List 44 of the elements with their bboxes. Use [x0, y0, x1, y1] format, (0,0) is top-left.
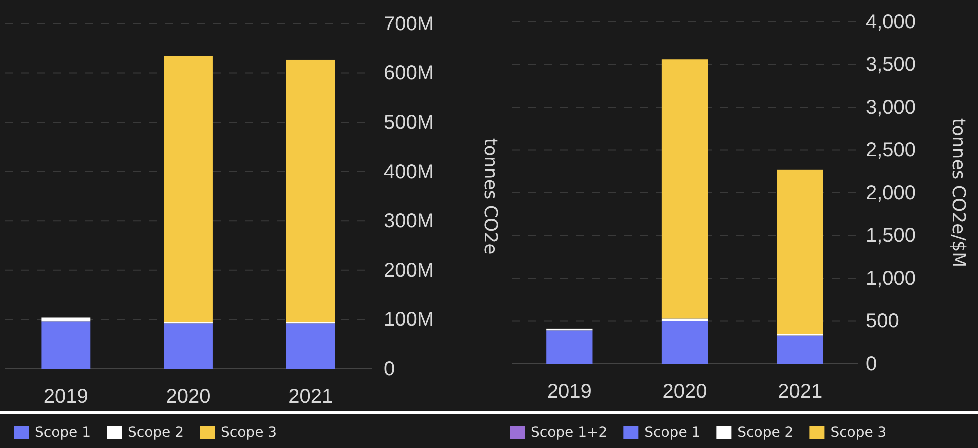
bar: [662, 321, 708, 364]
bar: [777, 336, 824, 364]
bar: [42, 322, 91, 369]
y-tick-label: 2,500: [866, 140, 916, 162]
y-tick-label: 700M: [384, 13, 434, 36]
bar: [546, 330, 593, 364]
y-tick-label: 1,000: [866, 268, 916, 290]
y-tick-label: 2,000: [866, 182, 916, 204]
y-tick-label: 200M: [384, 260, 434, 282]
legend-label: Scope 1+2: [531, 425, 608, 441]
bar: [286, 60, 336, 322]
x-tick-label: 2019: [44, 386, 88, 408]
y-axis-title: tonnes CO2e: [480, 138, 502, 255]
x-tick-label: 2020: [166, 386, 211, 408]
legend-label: Scope 2: [738, 425, 794, 441]
y-tick-label: 100M: [384, 309, 434, 332]
bar: [777, 170, 824, 334]
y-tick-label: 4,000: [866, 11, 916, 34]
x-tick-label: 2020: [662, 381, 708, 404]
y-tick-label: 500: [866, 310, 900, 333]
y-tick-label: 300M: [384, 210, 434, 233]
y-tick-label: 500M: [384, 112, 434, 134]
legend-label: Scope 1: [644, 425, 701, 441]
y-tick-label: 0: [866, 353, 878, 376]
bar: [164, 56, 213, 322]
y-axis-title: tonnes CO2e/$M: [948, 118, 970, 268]
legend-label: Scope 2: [128, 425, 184, 441]
y-tick-label: 600M: [384, 62, 434, 85]
bar: [42, 318, 91, 322]
x-tick-label: 2021: [288, 386, 334, 408]
bar: [164, 324, 213, 369]
x-tick-label: 2021: [778, 381, 823, 404]
legend-label: Scope 1: [35, 425, 92, 441]
y-tick-label: 0: [384, 358, 396, 380]
x-tick-label: 2019: [547, 381, 592, 404]
legend-label: Scope 3: [221, 425, 278, 441]
bar: [286, 324, 336, 369]
legend-label: Scope 3: [830, 425, 887, 441]
y-tick-label: 3,000: [866, 96, 916, 119]
bar: [662, 318, 708, 322]
bar: [662, 60, 708, 319]
y-tick-label: 400M: [384, 161, 434, 184]
y-tick-label: 3,500: [866, 54, 916, 76]
y-tick-label: 1,500: [866, 225, 916, 248]
